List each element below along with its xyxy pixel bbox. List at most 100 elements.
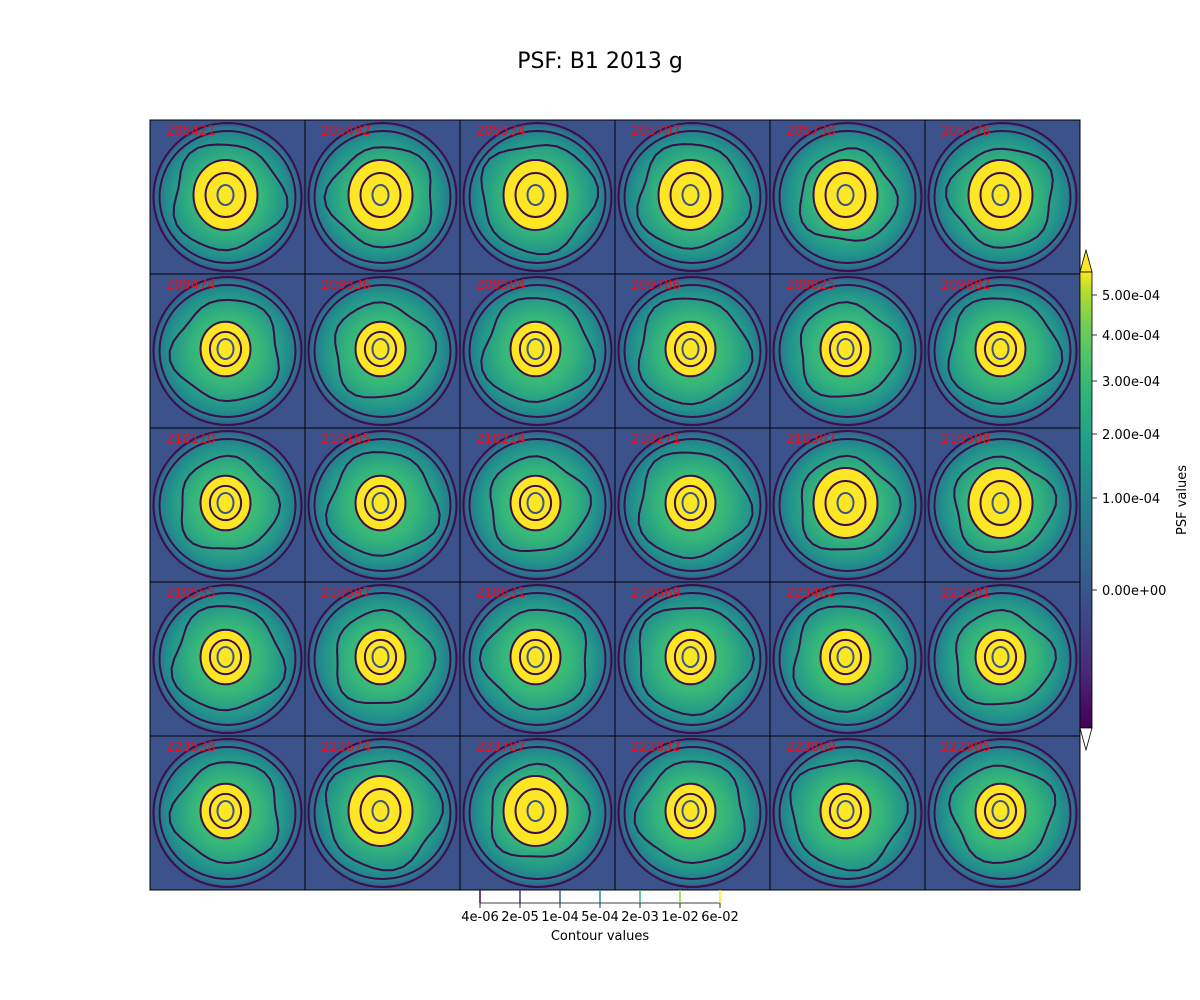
contour-tick-label: 1e-02 [661,910,699,925]
colorbar-tick-label: 0.00e+00 [1102,584,1166,599]
contour-ring [313,130,452,264]
contour-mid [792,605,909,713]
contour-mid [947,297,1064,405]
psf-core [664,782,717,840]
psf-core [819,782,872,840]
psf-core [974,628,1027,686]
contour-core [518,330,553,368]
contour-outer [617,276,768,426]
colorbar-tick-label: 5.00e-04 [1102,289,1160,304]
contour-core [673,792,708,830]
contour-mid [955,608,1057,706]
contour-peak [371,646,390,668]
psf-panel: 209584 [459,273,616,429]
panel-label: 205421 [166,124,216,139]
contour-mid [478,608,588,711]
panel-label: 209584 [476,278,526,293]
contour-tick-label: 6e-02 [701,910,739,925]
psf-panel: 210307 [769,427,926,583]
panel-label: 210597 [321,586,371,601]
contour-core [673,638,708,676]
contour-peak [836,646,855,668]
panel-label: 209474 [166,278,216,293]
psf-panel: 205738 [769,119,926,275]
contour-core [204,172,247,218]
contour-outer [152,276,303,426]
psf-panel: 210631 [459,581,616,737]
contour-ring [778,438,917,572]
contour-tick-label: 2e-03 [621,910,659,925]
psf-panel: 210110 [149,427,306,583]
contour-peak [681,338,700,360]
contour-mid [799,301,902,398]
contour-outer [772,430,923,580]
contour-peak [371,338,390,360]
contour-mid [637,451,754,560]
psf-core [192,159,259,231]
contour-peak [526,338,545,360]
contour-peak [991,492,1010,514]
contour-peak [526,184,545,206]
contour-core [359,788,402,834]
panel-label: 210631 [476,586,526,601]
psf-core [509,474,562,532]
panel-label: 223674 [321,740,371,755]
contour-peak [371,492,390,514]
psf-core [974,782,1027,840]
contour-ring [158,130,297,264]
psf-panel: 210597 [304,581,461,737]
contour-core [359,172,402,218]
contour-core [363,484,398,522]
panel-label: 223905 [941,740,991,755]
contour-ring [158,592,297,726]
contour-ring [933,592,1072,726]
contour-core [669,172,712,218]
contour-mid [490,762,592,858]
contour-ring [933,438,1072,572]
contour-core [828,638,863,676]
contour-ring [623,438,762,572]
panel-label: 205707 [631,124,681,139]
contour-peak [371,184,390,206]
psf-core [199,782,252,840]
contour-ring [158,746,297,880]
contour-mid [168,761,280,865]
contour-mid [168,298,280,403]
contour-bar-ticks: 4e-06 2e-05 1e-04 5e-04 2e-03 1e-02 6e-02 [461,890,739,925]
contour-peak [681,492,700,514]
contour-ring [158,438,297,572]
contour-outer [152,584,303,734]
contour-outer [617,738,768,888]
contour-tick-label: 4e-06 [461,910,499,925]
contour-mid [636,143,753,250]
psf-core [354,320,407,378]
contour-ring [623,284,762,418]
contour-core [828,792,863,830]
contour-peak [216,800,235,822]
colorbar-tick-label: 1.00e-04 [1102,492,1160,507]
contour-peak [991,800,1010,822]
contour-outer [307,122,458,272]
psf-core [199,474,252,532]
contour-peak [836,338,855,360]
contour-peak [836,800,855,822]
contour-outer [152,430,303,580]
contour-mid [170,605,287,712]
panel-label: 210307 [786,432,836,447]
contour-peak [991,184,1010,206]
contour-peak [681,184,700,206]
panel-label: 210669 [631,586,681,601]
psf-core [819,320,872,378]
contour-peak [836,184,855,206]
contour-outer [462,738,613,888]
psf-panel: 205421 [149,119,306,275]
psf-panel: 210555 [149,581,306,737]
contour-ring [623,746,762,880]
psf-core [967,159,1034,231]
contour-mid [489,455,592,553]
psf-core [354,628,407,686]
psf-panel: 210669 [614,581,771,737]
contour-outer [462,122,613,272]
colorbar-gradient [1079,271,1093,729]
